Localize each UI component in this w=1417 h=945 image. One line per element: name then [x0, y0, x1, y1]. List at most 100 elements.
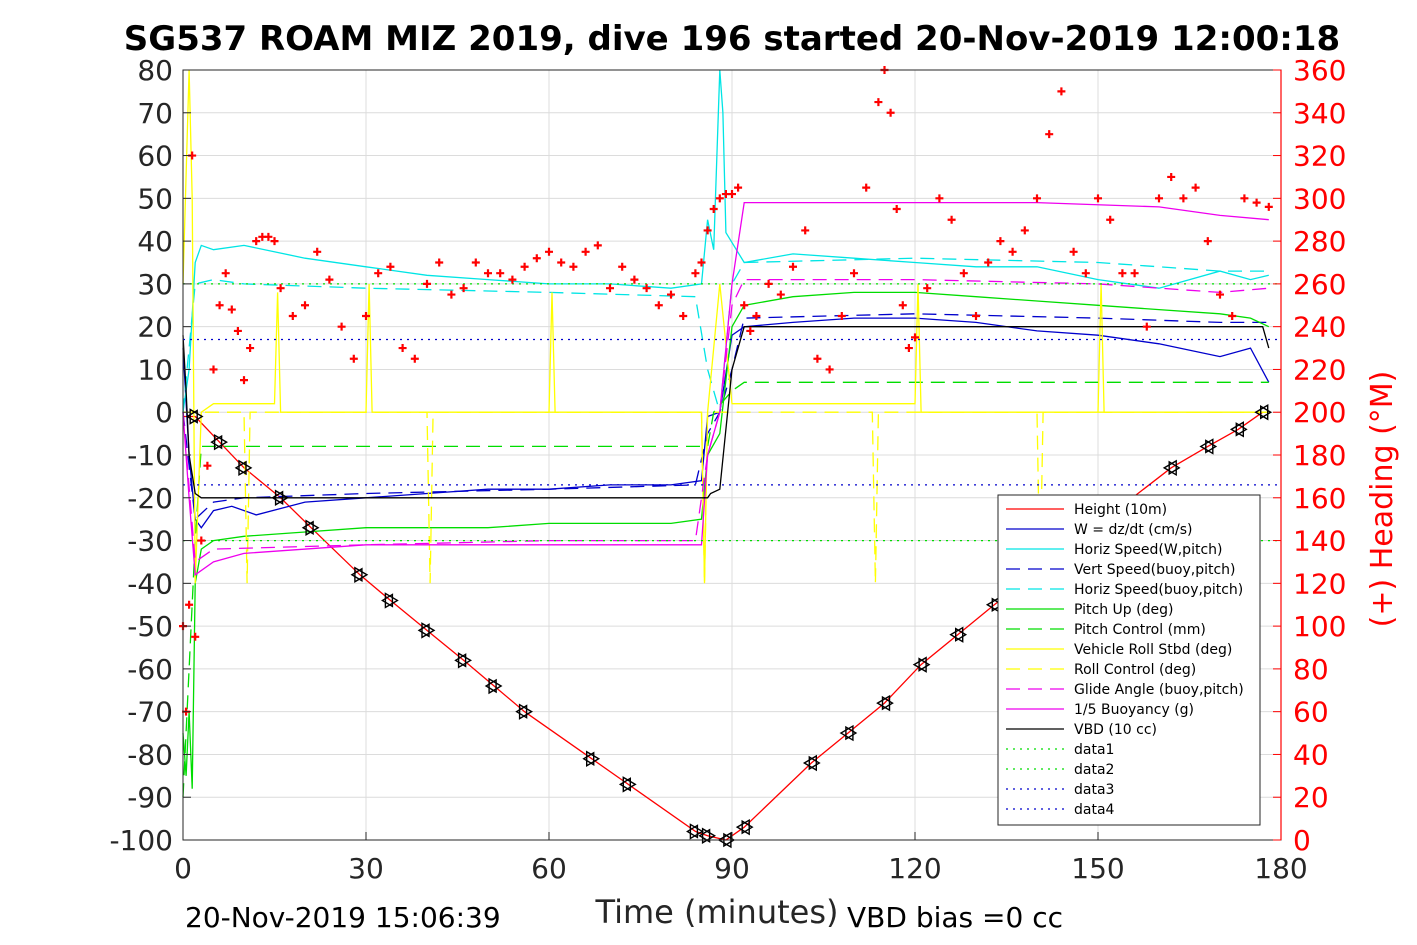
- y-right-tick-label: 360: [1293, 54, 1346, 87]
- heading-point: [1118, 269, 1127, 278]
- legend-entry-label: data3: [1074, 782, 1114, 798]
- depth-triangle-marker: [1235, 422, 1248, 437]
- legend-entry-label: data1: [1074, 742, 1114, 758]
- y-tick-label: -30: [127, 525, 173, 558]
- y-tick-label: -70: [127, 696, 173, 729]
- heading-point: [715, 194, 724, 203]
- heading-point: [1130, 269, 1139, 278]
- heading-point: [496, 269, 505, 278]
- depth-triangle-marker: [350, 567, 363, 583]
- x-tick-label: 30: [348, 852, 384, 885]
- heading-point: [709, 205, 718, 214]
- heading-point: [203, 461, 212, 470]
- heading-point: [270, 237, 279, 246]
- y-tick-label: -100: [109, 824, 173, 857]
- series-line-1: [183, 411, 1264, 841]
- heading-point: [618, 262, 627, 271]
- heading-point: [1106, 215, 1115, 224]
- legend: Height (10m) W = dz/dt (cm/s) Horiz Speed(…: [997, 494, 1261, 826]
- depth-triangle-marker: [845, 725, 858, 741]
- heading-point: [1008, 247, 1017, 256]
- heading-point: [654, 301, 663, 310]
- heading-point: [959, 269, 968, 278]
- heading-point: [746, 326, 755, 335]
- heading-point: [1179, 194, 1188, 203]
- y-tick-label: -20: [127, 482, 173, 515]
- y-tick-label: 70: [137, 97, 173, 130]
- depth-triangle-marker: [271, 490, 284, 506]
- heading-point: [471, 258, 480, 267]
- heading-point: [764, 279, 773, 288]
- depth-triangle-marker: [238, 459, 253, 477]
- heading-point: [581, 247, 590, 256]
- depth-triangle-marker: [515, 704, 528, 719]
- heading-point: [703, 226, 712, 235]
- depth-triangle-marker: [210, 434, 223, 450]
- y-right-tick-label: 20: [1293, 781, 1329, 814]
- depth-triangle-marker: [1205, 439, 1218, 454]
- heading-point: [221, 269, 230, 278]
- depth-triangle-marker: [301, 520, 314, 535]
- series-line-11: [182, 201, 1269, 576]
- heading-point: [1094, 194, 1102, 203]
- y-right-tick-label: 200: [1293, 396, 1346, 429]
- x-axis-label: Time (minutes): [595, 893, 839, 931]
- legend-entry-label: Horiz Speed(W,pitch): [1074, 542, 1222, 558]
- x-tick-label: 150: [1071, 852, 1124, 885]
- depth-triangle-marker: [354, 566, 369, 583]
- heading-point: [410, 354, 419, 363]
- heading-point: [191, 632, 200, 641]
- heading-point: [789, 262, 797, 271]
- y-tick-label: 50: [137, 182, 173, 215]
- heading-point: [691, 269, 700, 278]
- heading-point: [264, 232, 273, 241]
- depth-triangle-marker: [808, 755, 821, 771]
- heading-point: [197, 536, 206, 545]
- heading-point: [752, 311, 761, 320]
- depth-triangle-marker: [839, 724, 854, 742]
- heading-point: [301, 301, 309, 310]
- x-tick-label: 0: [174, 852, 192, 885]
- depth-triangle-marker: [1168, 460, 1181, 476]
- y-tick-label: 80: [137, 54, 173, 87]
- depth-triangle-marker: [586, 750, 601, 767]
- series-line-12: [182, 326, 1270, 499]
- heading-point: [1155, 194, 1163, 203]
- y-right-tick-label: 120: [1293, 567, 1346, 600]
- depth-triangle-marker: [518, 703, 533, 720]
- x-tick-label: 180: [1254, 852, 1307, 885]
- legend-entry-label: Horiz Speed(buoy,pitch): [1074, 582, 1243, 598]
- legend-entry-label: Vehicle Roll Stbd (deg): [1074, 642, 1232, 658]
- heading-point: [185, 600, 194, 609]
- heading-point: [1167, 172, 1176, 181]
- heading-point: [1020, 226, 1029, 235]
- depth-triangle-marker: [918, 657, 931, 672]
- heading-point: [728, 190, 736, 199]
- depth-triangle-marker: [488, 677, 503, 695]
- y-tick-label: -90: [127, 781, 173, 814]
- y-right-tick-label: 280: [1293, 225, 1346, 258]
- y-right-tick-label: 40: [1293, 738, 1329, 771]
- heading-point: [459, 284, 468, 293]
- y-tick-label: 30: [137, 268, 173, 301]
- legend-entry-label: data4: [1074, 802, 1115, 818]
- x-tick-label: 90: [714, 852, 750, 885]
- y-tick-label: -40: [127, 567, 173, 600]
- depth-triangle-marker: [421, 622, 436, 639]
- depth-triangle-marker: [234, 460, 247, 476]
- depth-triangle-marker: [1259, 404, 1273, 420]
- heading-point: [850, 269, 858, 278]
- depth-triangle-marker: [384, 592, 399, 609]
- heading-point: [886, 108, 895, 117]
- x-tick-label: 120: [888, 852, 941, 885]
- depth-triangle-marker: [991, 597, 1004, 612]
- heading-point: [1057, 87, 1066, 96]
- axes: 80706050403020100-10-20-30-40-50-60-70-8…: [109, 54, 1346, 885]
- heading-point: [984, 258, 993, 267]
- heading-point: [862, 183, 871, 192]
- y-tick-label: -50: [127, 610, 173, 643]
- y-right-tick-label: 100: [1293, 610, 1346, 643]
- depth-triangle-marker: [213, 433, 228, 451]
- y-right-tick-label: 140: [1293, 525, 1346, 558]
